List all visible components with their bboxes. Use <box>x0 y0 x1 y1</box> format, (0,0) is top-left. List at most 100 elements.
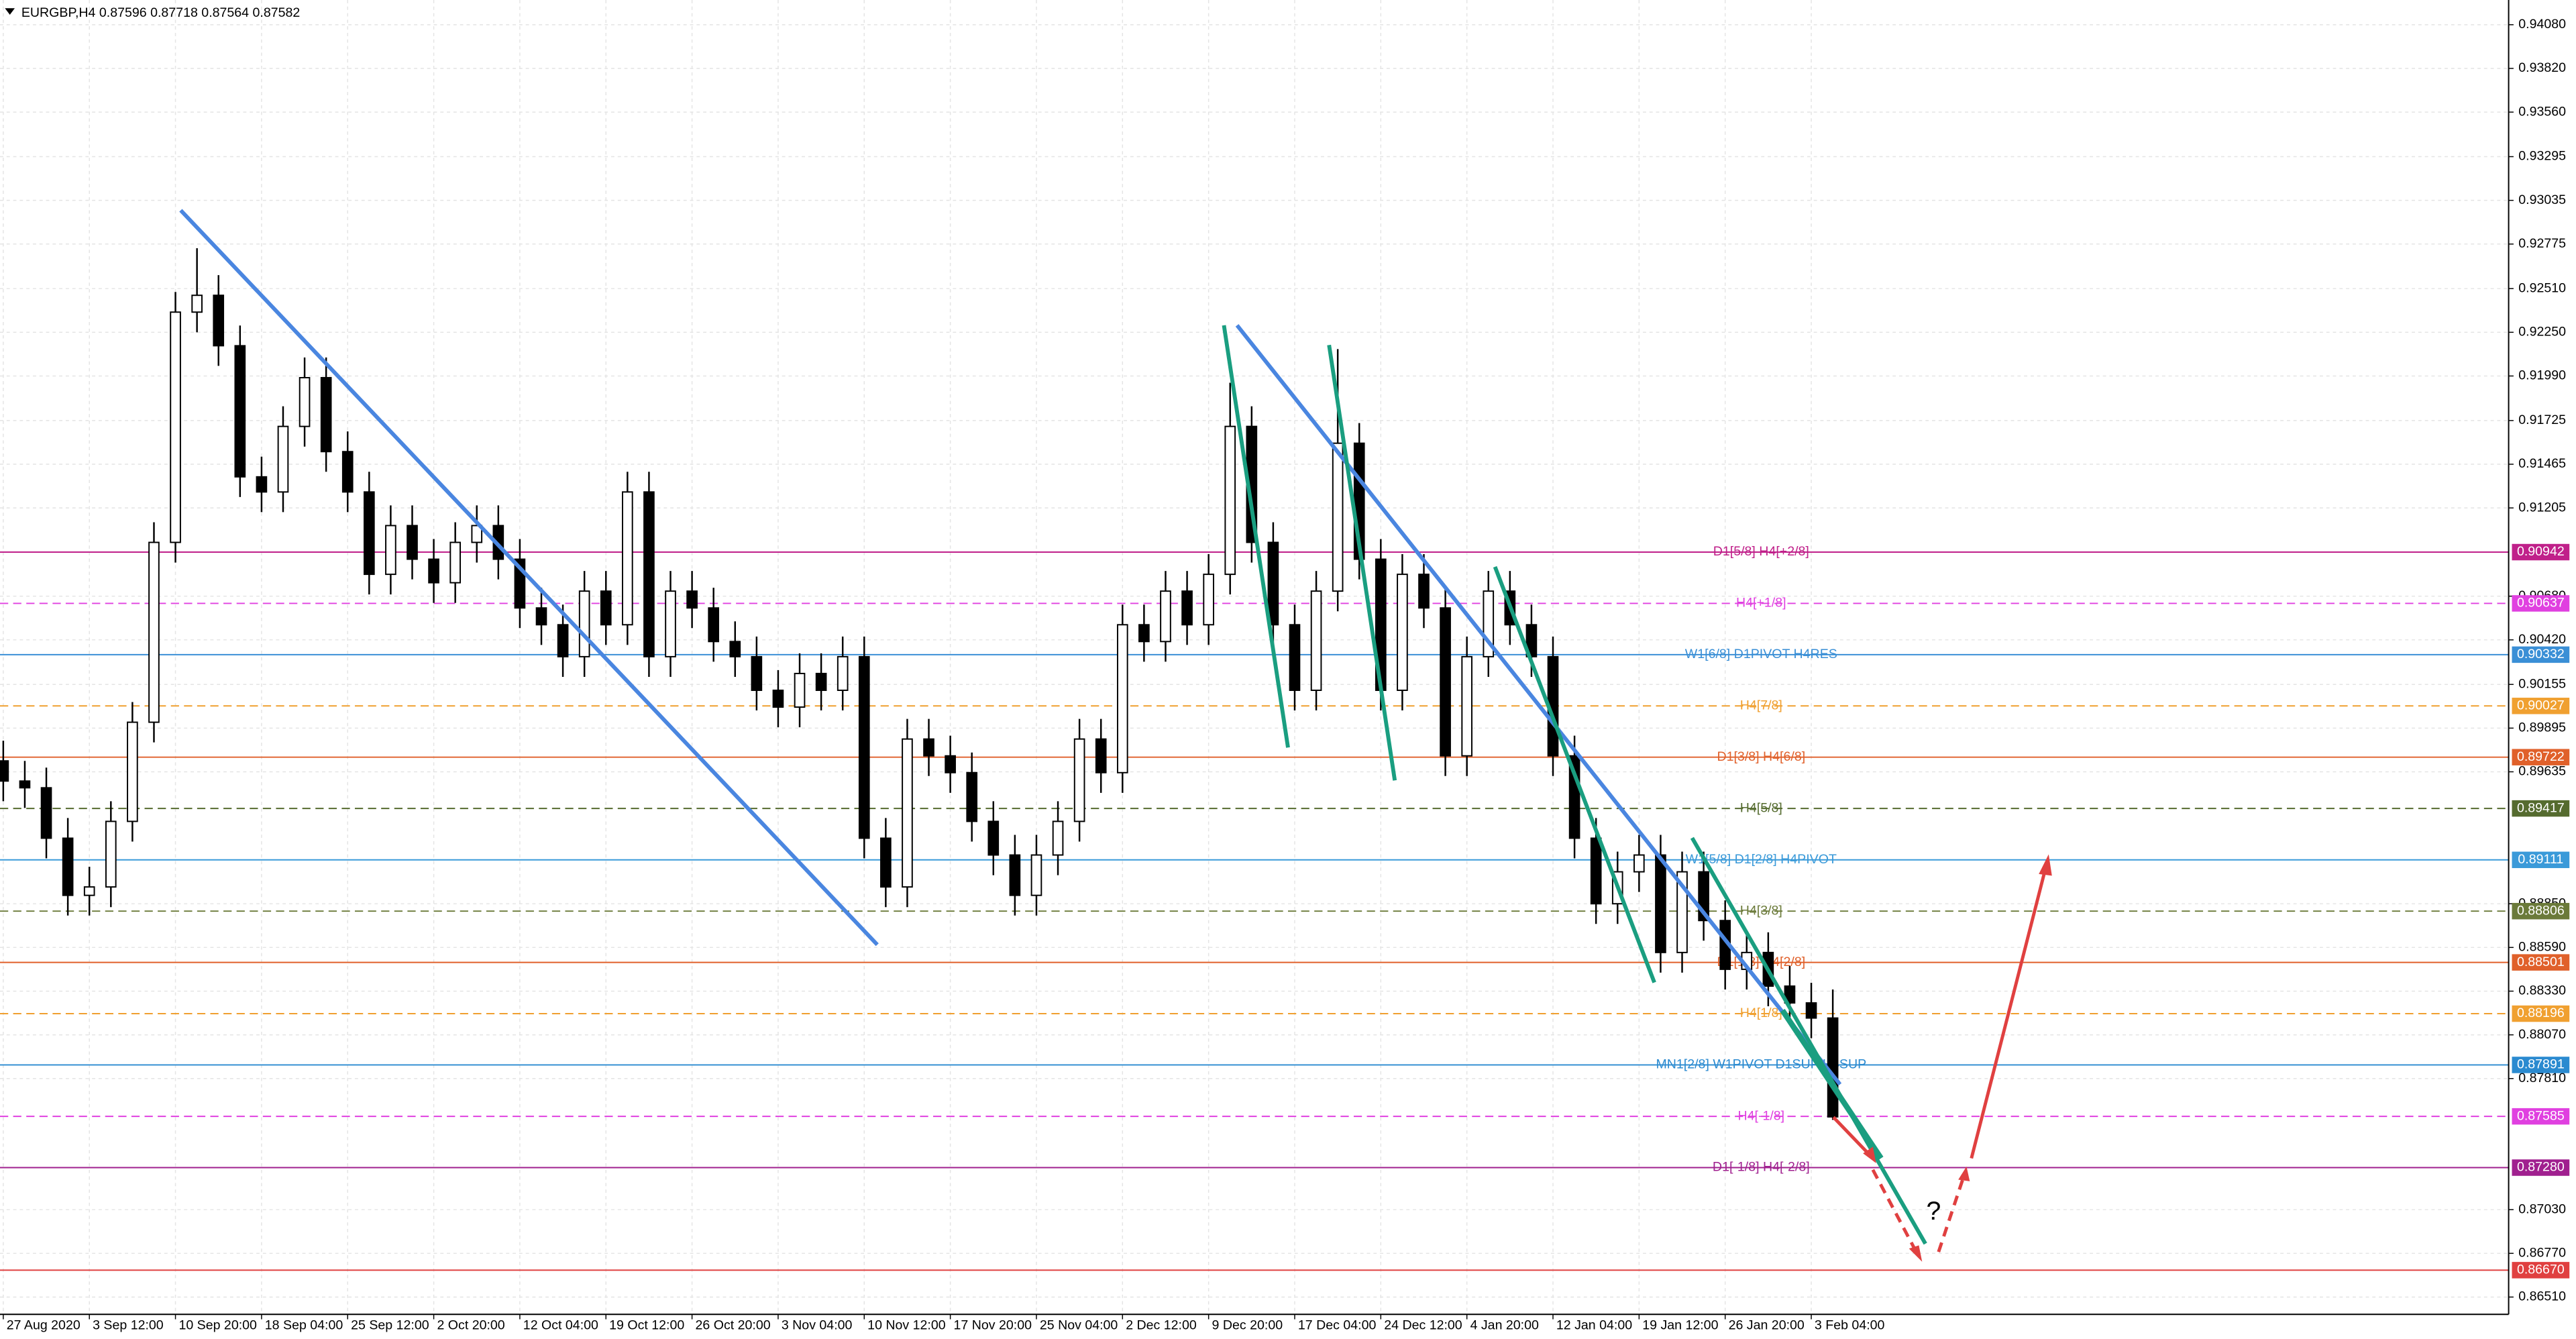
y-tick-label: 0.93295 <box>2518 149 2566 164</box>
candle-body <box>234 345 246 478</box>
price-box-label: 0.88806 <box>2517 903 2565 918</box>
price-box <box>2512 1262 2570 1279</box>
y-tick-label: 0.92775 <box>2518 236 2566 251</box>
candle-body <box>772 690 784 708</box>
x-tick-label: 17 Nov 20:00 <box>954 1318 1032 1333</box>
candle-body <box>729 641 741 657</box>
y-tick-label: 0.93820 <box>2518 60 2566 75</box>
candle-body <box>987 820 1000 856</box>
trend-line <box>1235 324 1842 1086</box>
candle-body <box>105 820 117 888</box>
trend-line <box>1493 566 1656 983</box>
x-tick-label: 19 Oct 12:00 <box>609 1318 684 1333</box>
candle-body <box>858 655 870 839</box>
price-box <box>2512 646 2570 663</box>
y-tick-label: 0.86510 <box>2518 1289 2566 1304</box>
price-box-label: 0.86670 <box>2517 1263 2565 1277</box>
x-tick-label: 25 Sep 12:00 <box>351 1318 429 1333</box>
candle-body <box>0 760 9 782</box>
menu-arrow <box>5 8 15 15</box>
arrow <box>1970 862 2049 1159</box>
candle-body <box>557 624 569 657</box>
arrow <box>1937 1172 1967 1252</box>
x-tick-label: 12 Jan 04:00 <box>1556 1318 1632 1333</box>
candle-body <box>1655 854 1666 953</box>
candle-body <box>665 590 676 657</box>
y-tick-label: 0.90420 <box>2518 632 2566 647</box>
x-tick-label: 2 Oct 20:00 <box>437 1318 504 1333</box>
candle-body <box>19 780 31 789</box>
candle-body <box>1116 624 1128 773</box>
trend-line <box>179 209 879 947</box>
y-tick-label: 0.87030 <box>2518 1201 2566 1216</box>
candle-body <box>1418 574 1430 609</box>
candle-body <box>923 738 934 757</box>
y-tick-label: 0.92510 <box>2518 280 2566 295</box>
trend-drawings: ? <box>179 209 2052 1262</box>
y-tick-label: 0.91990 <box>2518 368 2566 383</box>
arrowhead <box>1863 1146 1876 1163</box>
candle-body <box>1052 820 1064 856</box>
candle-body <box>1224 425 1236 576</box>
price-box-label: 0.90332 <box>2517 647 2565 661</box>
level-label: H4[3/8] <box>1740 903 1782 918</box>
candle-body <box>1267 541 1279 626</box>
arrowhead <box>1958 1166 1970 1181</box>
y-tick-label: 0.94080 <box>2518 17 2566 32</box>
candles <box>0 248 1839 1120</box>
y-tick-label: 0.93035 <box>2518 193 2566 207</box>
x-tick-label: 24 Dec 12:00 <box>1384 1318 1462 1333</box>
arrowhead <box>2039 854 2052 876</box>
trend-line <box>1690 837 1927 1245</box>
candle-body <box>815 672 827 691</box>
price-box <box>2512 698 2570 714</box>
candle-body <box>1590 837 1602 905</box>
candle-body <box>1827 1017 1839 1118</box>
candle-body <box>1181 590 1193 626</box>
level-label: W1[5/8] D1[2/8] H4PIVOT <box>1686 852 1837 867</box>
level-label: D1[-1/8] H4[-2/8] <box>1713 1160 1810 1175</box>
y-tick-label: 0.89895 <box>2518 720 2566 735</box>
x-tick-label: 18 Sep 04:00 <box>265 1318 343 1333</box>
candle-body <box>600 590 612 626</box>
x-tick-label: 9 Dec 20:00 <box>1212 1318 1283 1333</box>
candle-body <box>1203 574 1214 626</box>
candle-body <box>751 655 763 691</box>
price-box-label: 0.90027 <box>2517 698 2565 712</box>
candle-body <box>1138 624 1150 643</box>
candle-body <box>794 672 806 708</box>
candle-body <box>578 590 590 657</box>
price-box-label: 0.89417 <box>2517 800 2565 815</box>
candle-body <box>299 376 311 427</box>
y-tick-label: 0.92250 <box>2518 324 2566 339</box>
candle-body <box>191 294 203 313</box>
candle-body <box>880 837 892 888</box>
price-box-label: 0.88501 <box>2517 955 2565 969</box>
candle-body <box>170 311 181 543</box>
x-tick-label: 17 Dec 04:00 <box>1298 1318 1377 1333</box>
price-box-label: 0.88196 <box>2517 1006 2565 1020</box>
levels: D1[5/8] H4[+2/8] H4[+1/8] W1[6/8] D1PIVOT … <box>0 544 2509 1271</box>
candle-body <box>341 451 354 493</box>
candle-body <box>385 525 396 576</box>
candle-body <box>363 491 375 576</box>
y-tick-label: 0.91205 <box>2518 500 2566 515</box>
candle-body <box>428 558 439 584</box>
candle-body <box>277 425 289 493</box>
candle-body <box>83 886 95 896</box>
x-tick-label: 19 Jan 12:00 <box>1642 1318 1718 1333</box>
x-tick-label: 2 Dec 12:00 <box>1126 1318 1197 1333</box>
price-box <box>2512 595 2570 612</box>
y-tick-label: 0.88070 <box>2518 1027 2566 1042</box>
y-tick-label: 0.86770 <box>2518 1245 2566 1260</box>
price-box-label: 0.87585 <box>2517 1108 2565 1123</box>
y-tick-label: 0.87810 <box>2518 1071 2566 1085</box>
price-box-label: 0.87891 <box>2517 1057 2565 1072</box>
y-tick-label: 0.91465 <box>2518 456 2566 471</box>
price-box <box>2512 1108 2570 1125</box>
trend-line <box>1222 325 1290 748</box>
level-label: H4[-1/8] <box>1737 1108 1784 1123</box>
candle-body <box>622 491 633 626</box>
